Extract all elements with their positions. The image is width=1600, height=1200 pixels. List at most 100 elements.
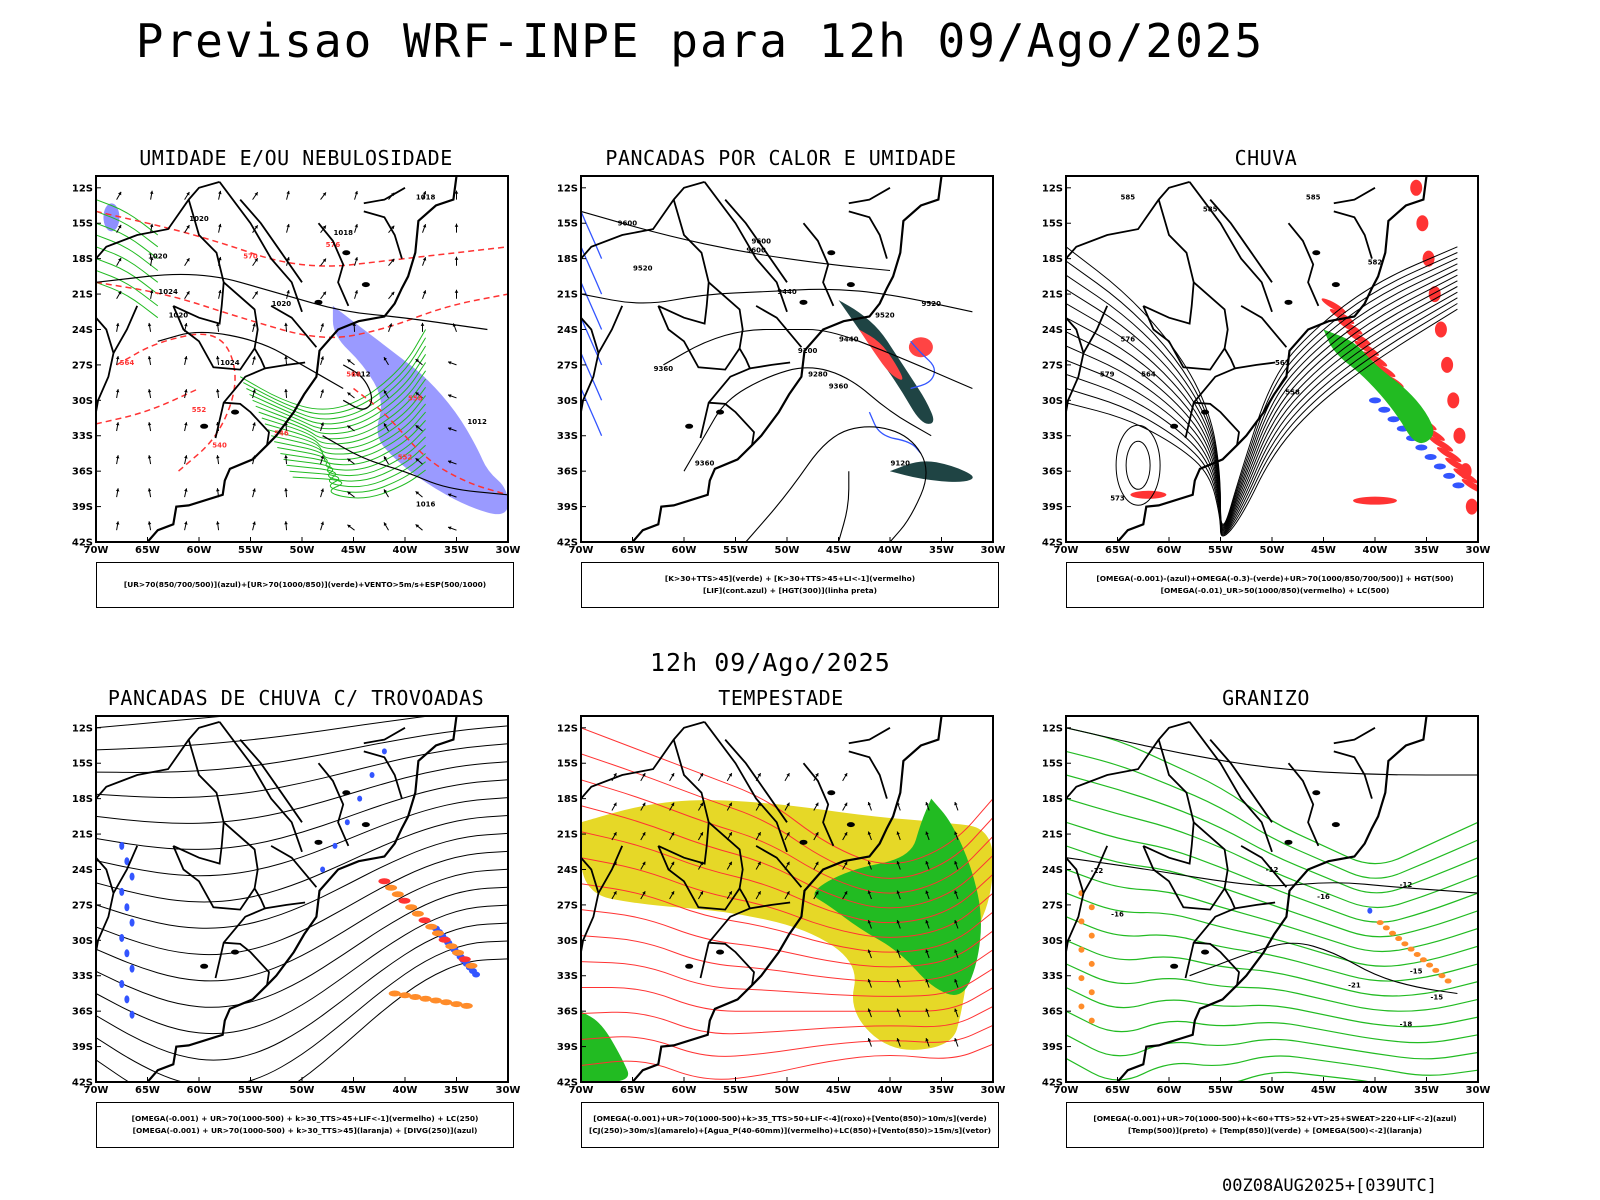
- hgt300-contour: [581, 210, 891, 272]
- lake-marker: [716, 949, 725, 955]
- divergence-area: [472, 971, 481, 978]
- lon-tick-label: 65W: [135, 1085, 160, 1096]
- lon-tick-label: 55W: [238, 1085, 263, 1096]
- lon-tick-label: 50W: [775, 545, 800, 556]
- divergence-area: [119, 980, 125, 989]
- state-border: [708, 941, 755, 986]
- wind-vector: [383, 456, 387, 460]
- state-border: [802, 762, 835, 847]
- legend-line: [LIF](cont.azul) + [HGT(300)](linha pret…: [703, 586, 877, 595]
- state-border: [363, 727, 406, 745]
- wind-vector: [954, 831, 958, 835]
- lat-tick-label: 21S: [1042, 830, 1063, 841]
- state-border: [1066, 317, 1085, 413]
- panel-granizo: GRANIZO -12 -15 -16 -12 -21 -15 -18 -12 -16 12S 15…: [1036, 686, 1496, 1166]
- wind-vector: [954, 979, 958, 983]
- lon-tick-label: 35W: [929, 545, 954, 556]
- lat-tick-label: 21S: [72, 830, 93, 841]
- state-border: [597, 845, 624, 894]
- wind-vector: [252, 488, 256, 492]
- wind-vector: [118, 224, 122, 229]
- lon-tick-label: 50W: [290, 1085, 315, 1096]
- wind-vector: [815, 861, 819, 866]
- state-border: [708, 401, 755, 446]
- wind-vector: [925, 831, 929, 835]
- convection-area: [411, 910, 424, 917]
- lon-tick-label: 65W: [1105, 545, 1130, 556]
- panel-pancadas-trovoadas: PANCADAS DE CHUVA C/ TROVOADAS 12S 15S 18S…: [66, 686, 526, 1166]
- convection-area: [450, 1001, 463, 1008]
- wind-vector: [147, 455, 152, 459]
- wind-vector: [448, 427, 452, 431]
- lon-tick-label: 40W: [878, 545, 903, 556]
- state-border: [264, 361, 306, 370]
- state-border: [239, 739, 303, 823]
- wind-vector: [448, 493, 452, 497]
- lat-tick-label: 30S: [72, 396, 93, 407]
- lat-tick-label: 12S: [72, 183, 93, 194]
- lon-tick-label: 60W: [672, 1085, 697, 1096]
- lake-marker: [1284, 299, 1293, 305]
- wind-vector: [354, 191, 358, 195]
- contour-label: 579: [1100, 371, 1115, 379]
- divergence-area: [381, 748, 387, 755]
- state-border: [1287, 222, 1320, 307]
- wind-vector: [216, 455, 220, 459]
- lake-marker: [1331, 282, 1340, 288]
- lake-marker: [827, 250, 836, 256]
- humidity-lower-contour: [243, 337, 427, 415]
- wind-vector: [422, 257, 427, 261]
- lat-tick-label: 39S: [72, 1042, 93, 1053]
- divergence-area: [332, 842, 338, 849]
- contour-label: 1024: [158, 288, 178, 296]
- legend-chuva: [OMEGA(-0.001)-(azul)+OMEGA(-0.3)-(verde…: [1066, 562, 1484, 608]
- lake-marker: [685, 963, 694, 969]
- omega-area: [1382, 925, 1390, 931]
- wind-vector: [844, 832, 848, 836]
- hgt300-contour: [683, 367, 932, 472]
- wind-vector: [815, 891, 819, 895]
- coastline: [631, 716, 943, 1082]
- omega-area: [1419, 957, 1427, 963]
- contour-label: 9200: [798, 347, 818, 355]
- contour-label: 9360: [695, 459, 715, 467]
- wind-vector: [115, 356, 120, 360]
- legend-pancadas-calor: [K>30+TTS>45](verde) + [K>30+TTS>45+LI<-…: [581, 562, 999, 608]
- wind-vector: [284, 355, 288, 360]
- omega-area: [1438, 973, 1446, 979]
- map-layer: -12-15-16-12-21-15-18-12-16: [1066, 716, 1478, 1082]
- contour-label: 1020: [189, 215, 209, 223]
- streamline: [96, 797, 508, 877]
- state-border: [802, 222, 835, 307]
- wind-vector: [347, 392, 351, 396]
- contour-label: -15: [1410, 967, 1423, 975]
- wind-vector: [642, 891, 646, 895]
- wind-vector: [642, 773, 646, 777]
- lc850-streamline: [581, 935, 993, 983]
- state-border: [724, 739, 788, 823]
- temp850-contour: [1066, 1010, 1478, 1044]
- lon-tick-label: 45W: [826, 545, 851, 556]
- wind-vector: [391, 291, 395, 296]
- wind-vector: [786, 891, 790, 895]
- wind-vector: [420, 322, 425, 326]
- contour-label: -21: [1348, 982, 1361, 990]
- panel-title: PANCADAS POR CALOR E UMIDADE: [605, 146, 957, 170]
- lon-tick-label: 40W: [878, 1085, 903, 1096]
- wind-vector: [422, 290, 427, 294]
- lat-tick-label: 30S: [557, 396, 578, 407]
- lon-tick-label: 40W: [393, 1085, 418, 1096]
- state-border: [1193, 401, 1240, 446]
- lon-tick-label: 30W: [496, 545, 521, 556]
- wind-vector: [115, 488, 120, 492]
- wind-vector: [728, 891, 732, 895]
- wind-vector: [452, 323, 457, 327]
- humidity-lower-contour: [289, 461, 426, 493]
- state-border: [317, 222, 350, 307]
- wind-vector: [844, 861, 848, 866]
- wind-vector: [347, 359, 351, 363]
- humidity-lower-contour: [96, 270, 159, 307]
- wind-vector: [286, 290, 290, 294]
- wind-vector: [422, 224, 427, 228]
- contour-label: 9600: [752, 237, 772, 245]
